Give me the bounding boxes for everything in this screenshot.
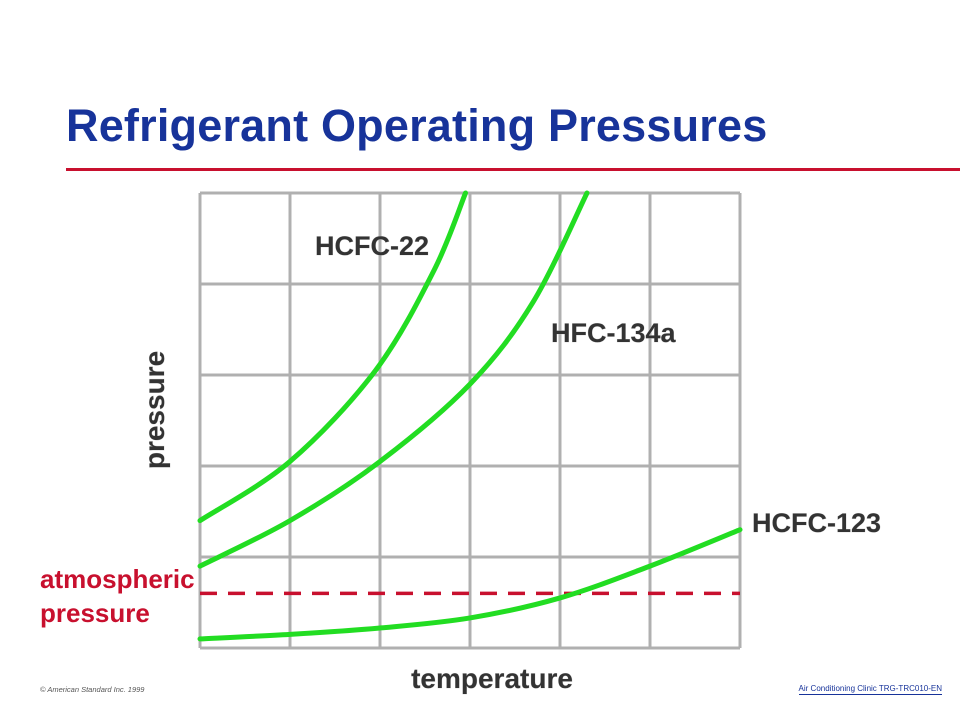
series-label-hfc-134a: HFC-134a [551, 318, 677, 348]
course-footer: Air Conditioning Clinic TRG-TRC010-EN [798, 684, 942, 695]
title-rule [66, 168, 960, 171]
x-axis-label: temperature [411, 663, 573, 694]
gridlines [198, 191, 742, 650]
curves [197, 190, 743, 642]
series-label-hcfc-22: HCFC-22 [315, 231, 429, 261]
atmospheric-label-line2: pressure [40, 598, 150, 628]
series-line-hfc-134a [197, 190, 590, 569]
slide-title: Refrigerant Operating Pressures [66, 100, 768, 151]
copyright-footer: © American Standard Inc. 1999 [40, 685, 145, 694]
series-label-hcfc-123: HCFC-123 [752, 508, 881, 538]
grid [198, 191, 742, 650]
atmospheric-label-line1: atmospheric [40, 564, 195, 594]
series-line-hcfc-123 [197, 527, 743, 642]
y-axis-label: pressure [139, 351, 170, 469]
series-line-hcfc-22 [197, 190, 468, 524]
